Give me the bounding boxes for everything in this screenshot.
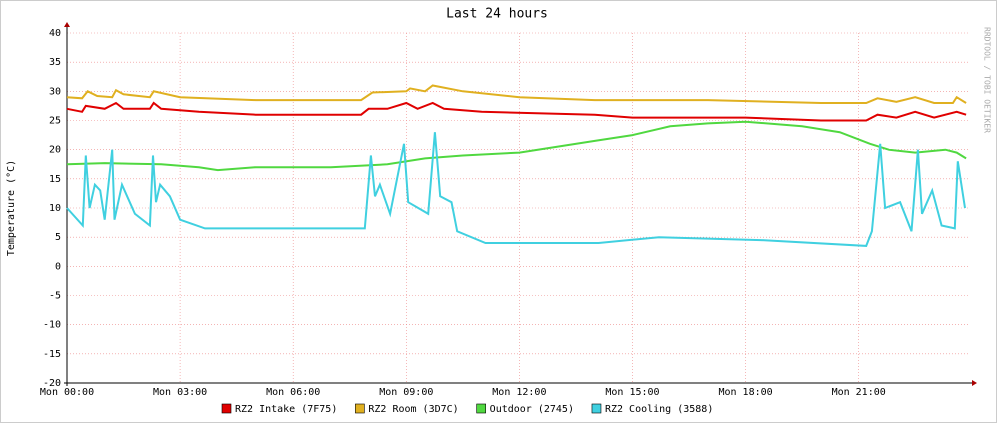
y-tick-label: 35: [49, 57, 61, 68]
y-axis-arrow: [64, 22, 70, 27]
watermark: RRDTOOL / TOBI OETIKER: [983, 27, 992, 133]
y-tick-label: 20: [49, 145, 61, 156]
y-tick-label: 10: [49, 203, 61, 214]
y-tick-label: 25: [49, 116, 61, 127]
y-tick-label: 0: [55, 261, 61, 272]
x-tick-label: Mon 03:00: [153, 387, 207, 398]
legend-label: RZ2 Cooling (3588): [605, 404, 713, 415]
x-tick-label: Mon 18:00: [718, 387, 772, 398]
y-tick-label: -20: [43, 378, 61, 389]
x-tick-label: Mon 06:00: [266, 387, 320, 398]
legend-swatch: [591, 403, 602, 414]
series-line: [66, 120, 967, 172]
x-tick-label: Mon 00:00: [40, 387, 94, 398]
x-tick-label: Mon 15:00: [605, 387, 659, 398]
legend-label: RZ2 Intake (7F75): [235, 404, 337, 415]
x-tick-label: Mon 21:00: [832, 387, 886, 398]
y-axis-label: Temperature (°C): [6, 160, 17, 256]
x-tick-label: Mon 12:00: [492, 387, 546, 398]
y-tick-label: -5: [49, 291, 61, 302]
legend-label: RZ2 Room (3D7C): [368, 404, 458, 415]
y-tick-label: 40: [49, 28, 61, 39]
y-tick-label: 15: [49, 174, 61, 185]
legend-swatch: [221, 403, 232, 414]
series-line: [66, 101, 967, 122]
legend-label: Outdoor (2745): [490, 404, 574, 415]
x-axis-arrow: [972, 380, 977, 386]
chart-title: Last 24 hours: [446, 7, 548, 22]
y-tick-label: 30: [49, 86, 61, 97]
legend-swatch: [476, 403, 486, 414]
y-tick-label: -15: [43, 349, 61, 360]
series-line: [66, 132, 966, 247]
y-tick-label: -10: [43, 320, 61, 331]
legend-swatch: [355, 403, 365, 414]
x-tick-label: Mon 09:00: [379, 387, 433, 398]
y-tick-label: 5: [55, 232, 61, 243]
series-line: [66, 84, 967, 104]
